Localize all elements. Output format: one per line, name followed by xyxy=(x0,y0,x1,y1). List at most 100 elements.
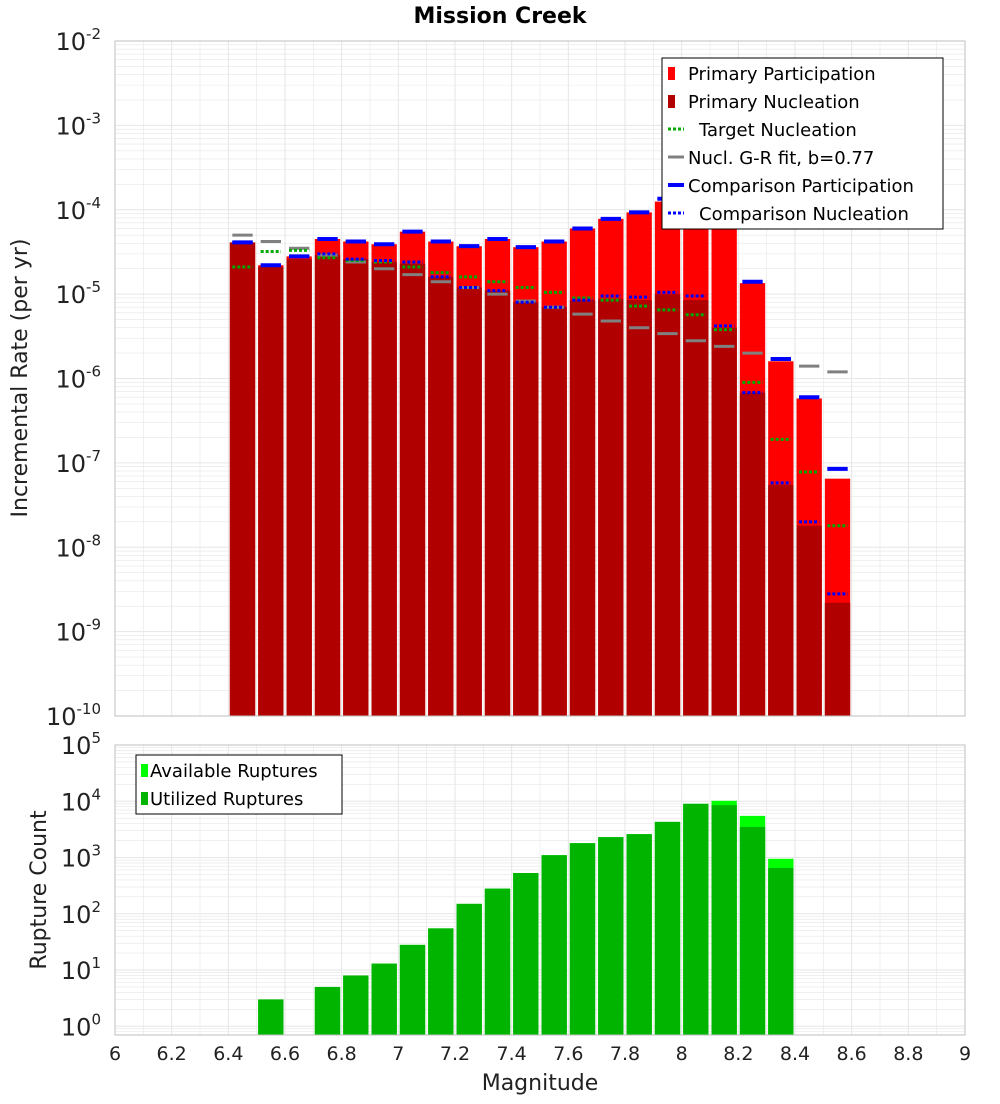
x-tick-label: 6.6 xyxy=(270,1043,300,1065)
y-tick-exponent: 5 xyxy=(91,729,101,747)
y-tick-label: 10-9 xyxy=(55,616,101,647)
y-tick-base: 10 xyxy=(55,281,86,309)
legend-swatch xyxy=(141,792,148,805)
utilized-rupture-bar xyxy=(739,826,766,1035)
utilized-rupture-bar xyxy=(654,821,681,1035)
y-tick-label: 10-3 xyxy=(55,109,101,140)
bottom-plot-border xyxy=(114,744,966,1036)
y-tick-exponent: 2 xyxy=(91,898,101,916)
x-tick-label: 9 xyxy=(959,1043,971,1065)
y-tick-base: 10 xyxy=(55,534,86,562)
utilized-rupture-bar xyxy=(598,837,624,1035)
y-tick-exponent: -5 xyxy=(86,278,101,296)
y-tick-label: 10-6 xyxy=(55,363,101,394)
y-tick-base: 10 xyxy=(61,788,92,816)
legend-label: Utilized Ruptures xyxy=(150,789,303,810)
utilized-rupture-bar xyxy=(513,873,539,1035)
nucleation-bar xyxy=(314,255,341,716)
x-axis-label: Magnitude xyxy=(482,1071,599,1096)
nucleation-bar xyxy=(399,263,426,716)
utilized-rupture-bar xyxy=(314,986,341,1035)
y-tick-exponent: -2 xyxy=(86,25,101,43)
y-tick-exponent: -9 xyxy=(86,616,101,634)
legend-label: Primary Participation xyxy=(688,64,876,85)
nucleation-bar xyxy=(428,276,454,716)
nucleation-bar xyxy=(768,484,794,716)
nucleation-bar xyxy=(683,300,709,716)
utilized-rupture-bar xyxy=(456,903,482,1035)
y-tick-base: 10 xyxy=(55,197,86,225)
nucleation-bar xyxy=(343,259,369,716)
nucleation-bar xyxy=(258,266,284,716)
nucleation-bar xyxy=(796,525,822,716)
legend-label: Nucl. G-R fit, b=0.77 xyxy=(688,148,874,169)
utilized-rupture-bar xyxy=(569,843,596,1035)
y-tick-base: 10 xyxy=(55,28,86,56)
y-tick-label: 103 xyxy=(61,842,101,873)
y-tick-label: 102 xyxy=(61,898,101,929)
y-tick-base: 10 xyxy=(55,619,86,647)
chart-title: Mission Creek xyxy=(413,4,587,29)
nucleation-bar xyxy=(513,302,539,716)
y-tick-base: 10 xyxy=(55,450,86,478)
top-plot-border xyxy=(114,40,966,717)
x-tick-label: 8.6 xyxy=(837,1043,867,1065)
y-tick-base: 10 xyxy=(61,1013,92,1041)
x-tick-label: 7.8 xyxy=(610,1043,640,1065)
x-tick-label: 8.8 xyxy=(893,1043,923,1065)
y-tick-exponent: 1 xyxy=(91,954,101,972)
y-tick-label: 10-7 xyxy=(55,447,101,478)
bottom-y-axis-label: Rupture Count xyxy=(27,810,52,970)
x-tick-label: 8.2 xyxy=(723,1043,753,1065)
y-tick-label: 10-10 xyxy=(46,700,101,731)
x-tick-label: 6.4 xyxy=(213,1043,243,1065)
y-tick-base: 10 xyxy=(61,957,92,985)
top-marks xyxy=(229,196,851,717)
utilized-rupture-bar xyxy=(768,868,794,1035)
legend-label: Target Nucleation xyxy=(698,120,857,141)
y-tick-exponent: -8 xyxy=(86,531,101,549)
nucleation-bar xyxy=(286,259,312,716)
top-y-axis-label: Incremental Rate (per yr) xyxy=(8,239,33,518)
top-legend: Primary Participation Primary Nucleation T… xyxy=(661,57,944,230)
x-tick-label: 8 xyxy=(676,1043,688,1065)
x-tick-label: 6.8 xyxy=(327,1043,357,1065)
legend-label: Available Ruptures xyxy=(150,761,318,782)
x-tick-label: 8.4 xyxy=(780,1043,810,1065)
y-tick-base: 10 xyxy=(55,112,86,140)
top-grid xyxy=(114,40,966,717)
nucleation-bar xyxy=(654,294,681,716)
utilized-rupture-bar xyxy=(683,803,709,1035)
utilized-rupture-bar xyxy=(399,944,426,1035)
y-tick-label: 101 xyxy=(61,954,101,985)
utilized-rupture-bar xyxy=(711,805,737,1035)
legend-swatch xyxy=(668,95,675,108)
legend-swatch xyxy=(668,67,675,80)
utilized-rupture-bar xyxy=(626,834,652,1035)
x-tick-label: 6 xyxy=(109,1043,121,1065)
y-tick-exponent: -6 xyxy=(86,363,101,381)
legend-label: Comparison Nucleation xyxy=(699,204,909,225)
x-tick-label: 6.2 xyxy=(157,1043,187,1065)
y-tick-label: 10-5 xyxy=(55,278,101,309)
nucleation-bar xyxy=(824,602,851,716)
nucleation-bar xyxy=(711,327,737,716)
nucleation-bar xyxy=(569,300,596,716)
bottom-grid xyxy=(114,744,966,1036)
x-tick-label: 7.2 xyxy=(440,1043,470,1065)
y-tick-label: 100 xyxy=(61,1010,101,1041)
x-tick-label: 7 xyxy=(392,1043,404,1065)
y-tick-exponent: -7 xyxy=(86,447,101,465)
bottom-x-tick-labels: 6 6.2 6.4 6.6 6.8 7 7.2 7.4 7.6 7.8 8 8.2 8.4 8.6 8.8 9 xyxy=(109,1043,971,1065)
y-tick-exponent: 4 xyxy=(91,785,101,803)
x-tick-label: 7.6 xyxy=(553,1043,583,1065)
nucleation-bar xyxy=(739,392,766,716)
y-tick-base: 10 xyxy=(55,366,86,394)
top-legend-box xyxy=(661,57,944,230)
bottom-marks xyxy=(258,800,794,1035)
